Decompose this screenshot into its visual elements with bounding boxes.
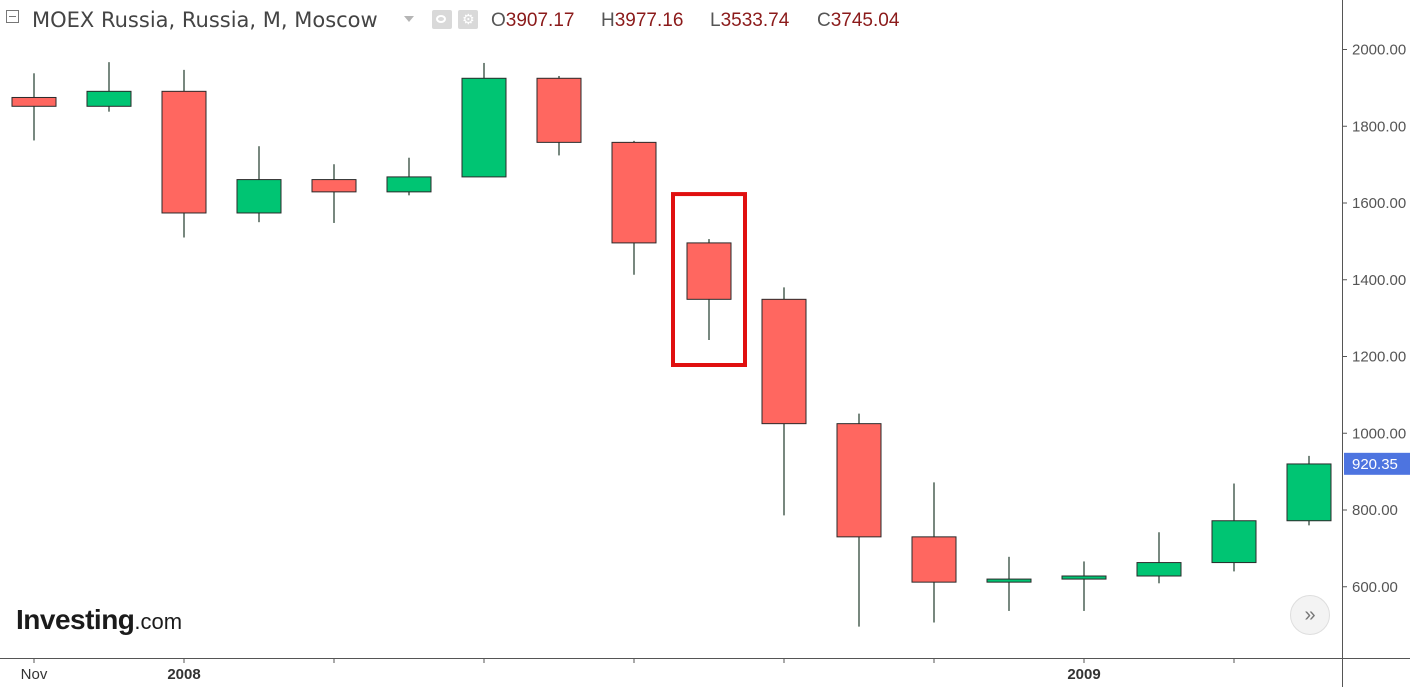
candle-2 [161,69,207,238]
time-axis: Nov 2008 2009 [0,658,1410,683]
scroll-to-latest-button[interactable]: » [1290,595,1330,635]
x-tick-label: 2009 [1067,666,1100,683]
y-tick-label: 600.00 [1352,579,1398,596]
candle-body [911,536,957,583]
candle-0 [11,73,57,141]
candle-body [836,423,882,538]
last-price-tag: 920.35 [1344,452,1410,475]
low-value: L3533.74 [710,10,790,31]
candle-8 [611,140,657,275]
candle-body [11,96,57,107]
candle-body [1211,520,1257,564]
collapse-icon[interactable] [6,10,19,23]
x-tick-label: 2008 [167,666,200,683]
settings-gear-icon[interactable]: ⚙ [458,10,478,29]
title-dropdown-icon[interactable] [404,16,414,22]
y-tick-label: 2000.00 [1352,42,1406,59]
y-tick-label: 800.00 [1352,502,1398,519]
candle-body [161,90,207,214]
high-value: H3977.16 [601,10,684,31]
y-tick-label: 1200.00 [1352,349,1406,366]
candle-7 [536,75,582,156]
candle-4 [311,164,357,223]
candle-body [1286,463,1332,522]
y-tick-label: 1600.00 [1352,195,1406,212]
candle-5 [386,157,432,196]
candle-15 [1136,532,1182,584]
highlight-overlay [671,192,747,367]
candles-group [11,62,1332,627]
candle-body [761,298,807,425]
last-price-bg [1344,452,1410,475]
candle-body [686,242,732,300]
visibility-eye-icon[interactable] [432,10,452,29]
candle-body [236,179,282,214]
y-tick-label: 1400.00 [1352,272,1406,289]
y-tick-label: 1000.00 [1352,425,1406,442]
candle-3 [236,146,282,223]
candle-body [986,578,1032,583]
candle-9 [686,239,732,340]
highlight-box [671,192,747,367]
double-chevron-right-icon: » [1304,603,1316,626]
candle-1 [86,62,132,112]
candle-body [386,176,432,193]
candle-body [461,77,507,178]
candle-17 [1286,455,1332,526]
candle-16 [1211,483,1257,572]
candle-6 [461,62,507,178]
candle-body [1136,562,1182,577]
candle-body [1061,575,1107,580]
price-axis: 2000.00 1800.00 1600.00 1400.00 1200.00 1000.… [1342,0,1410,687]
candle-11 [836,413,882,627]
candle-14 [1061,561,1107,611]
investing-logo: Investing.com [16,604,183,635]
close-value: C3745.04 [817,10,900,31]
chart-title: MOEX Russia, Russia, M, Moscow [32,8,378,32]
candle-13 [986,556,1032,611]
chart-header: MOEX Russia, Russia, M, Moscow ⚙ O3907.1… [0,0,1340,40]
open-value: O3907.17 [491,10,575,31]
candle-10 [761,287,807,516]
candle-body [86,90,132,107]
last-price-label: 920.35 [1352,456,1398,473]
candle-body [611,141,657,244]
candle-body [311,179,357,193]
x-tick-label: Nov [21,666,48,683]
y-tick-label: 1800.00 [1352,118,1406,135]
candle-body [536,77,582,143]
candle-12 [911,482,957,623]
